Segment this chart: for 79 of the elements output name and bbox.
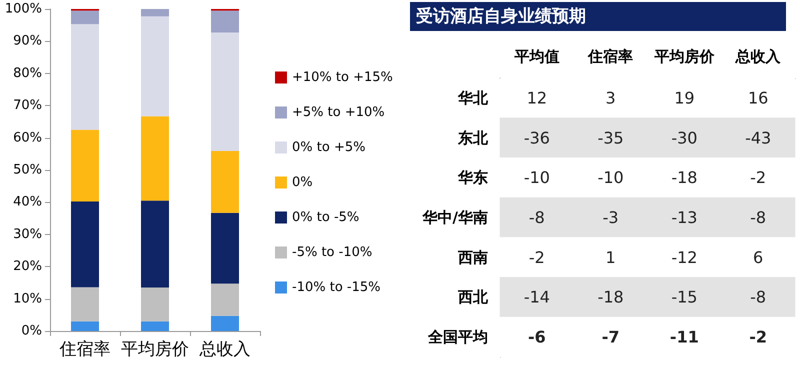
legend-label: -5% to -10% xyxy=(292,245,372,260)
data-label: -6 xyxy=(528,328,546,347)
y-tick-label: 80% xyxy=(13,66,42,81)
y-tick-label: 40% xyxy=(13,194,42,210)
y-tick-label: 20% xyxy=(13,259,42,274)
bar xyxy=(211,316,239,331)
data-label: 1 xyxy=(606,248,616,267)
x-tick-label: 平均房价 xyxy=(653,48,716,66)
y-tick-label: 东北 xyxy=(457,128,489,147)
x-tick-label: 总收入 xyxy=(198,340,250,360)
y-tick-label: 西南 xyxy=(457,248,488,266)
data-label: -36 xyxy=(524,128,550,148)
data-label: -14 xyxy=(524,288,550,307)
y-tick-label: 30% xyxy=(13,226,42,242)
data-label: -30 xyxy=(671,128,698,148)
legend-label: -10% to -15% xyxy=(292,280,380,295)
data-label: -10 xyxy=(598,168,624,188)
data-label: -2 xyxy=(750,168,766,188)
data-label: -18 xyxy=(671,168,698,188)
bar xyxy=(71,10,99,24)
legend-label: +5% to +10% xyxy=(292,105,385,120)
bar xyxy=(141,200,169,288)
y-tick-label: 50% xyxy=(13,162,42,178)
data-label: -13 xyxy=(671,208,698,227)
x-tick-label: 总收入 xyxy=(734,48,782,66)
data-label: -12 xyxy=(671,248,698,267)
data-label: 19 xyxy=(674,88,695,108)
legend-label: 0% to -5% xyxy=(292,210,360,225)
x-tick-label: 平均值 xyxy=(513,48,560,66)
bar xyxy=(141,9,169,16)
bar xyxy=(211,212,239,284)
data-label: -43 xyxy=(745,128,772,148)
y-tick-label: 全国平均 xyxy=(427,328,488,346)
bar xyxy=(141,16,169,116)
data-label: -35 xyxy=(598,128,624,148)
data-label: -10 xyxy=(524,168,550,188)
data-label: 12 xyxy=(526,88,548,108)
data-label: -15 xyxy=(671,288,698,307)
data-label: -2 xyxy=(749,328,768,347)
data-label: -2 xyxy=(528,248,545,267)
bar xyxy=(211,151,239,213)
chart-title: 受访酒店自身业绩预期 xyxy=(416,6,586,26)
y-tick-label: 西北 xyxy=(457,288,489,306)
data-label: 3 xyxy=(606,88,616,108)
data-label: -11 xyxy=(670,328,699,347)
data-label: 16 xyxy=(748,88,768,108)
bar xyxy=(211,32,239,151)
y-tick-label: 华中/华南 xyxy=(422,208,488,226)
bar xyxy=(71,321,99,331)
x-tick-label: 住宿率 xyxy=(587,48,634,66)
x-tick-label: 住宿率 xyxy=(58,340,110,360)
data-label: -8 xyxy=(750,208,766,227)
bar xyxy=(71,24,99,130)
x-tick-label: 平均房价 xyxy=(121,340,189,360)
y-tick-label: 10% xyxy=(13,291,42,306)
y-tick-label: 70% xyxy=(13,98,42,114)
legend-label: 0% xyxy=(292,175,313,190)
legend-label: 0% to +5% xyxy=(292,140,366,155)
bar xyxy=(141,321,169,331)
bar xyxy=(211,10,239,33)
data-label: -18 xyxy=(598,288,624,307)
y-tick-label: 华东 xyxy=(457,168,488,187)
bar xyxy=(141,288,169,322)
bar xyxy=(71,130,99,202)
data-label: -8 xyxy=(750,288,766,307)
bar xyxy=(211,284,239,316)
data-label: -3 xyxy=(602,208,619,227)
bar xyxy=(141,116,169,201)
data-label: 6 xyxy=(753,248,764,267)
y-tick-label: 华北 xyxy=(457,88,489,107)
y-tick-label: 90% xyxy=(13,34,42,49)
y-tick-label: 0% xyxy=(21,324,42,338)
bar xyxy=(71,287,99,322)
data-label: -7 xyxy=(602,328,620,347)
bar xyxy=(71,202,99,288)
y-tick-label: 60% xyxy=(13,130,42,146)
legend-label: +10% to +15% xyxy=(292,70,393,85)
data-label: -8 xyxy=(528,208,545,227)
y-tick-label: 100% xyxy=(4,2,42,16)
